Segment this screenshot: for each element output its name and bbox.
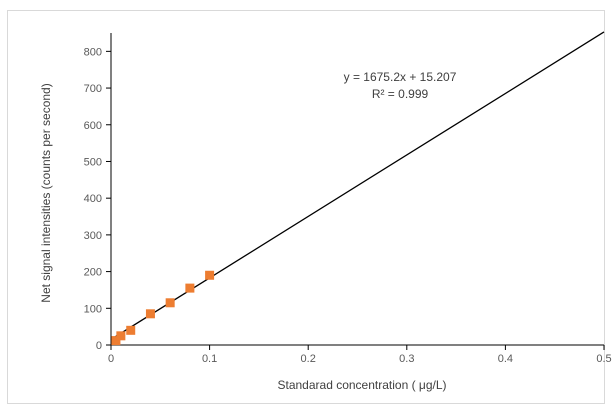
data-points	[111, 270, 215, 346]
x-tick-label: 0.5	[596, 353, 611, 365]
x-tick-label: 0.1	[202, 353, 217, 365]
y-axis-title: Net signal intensities (counts per secon…	[39, 83, 53, 302]
data-point	[165, 298, 175, 308]
data-point	[111, 336, 121, 346]
x-tick-label: 0.3	[399, 353, 414, 365]
data-point	[126, 325, 136, 335]
y-tick-label: 600	[84, 120, 102, 132]
data-point	[116, 331, 126, 341]
data-point	[205, 270, 215, 280]
data-point	[185, 283, 195, 293]
y-tick-label: 300	[84, 230, 102, 242]
y-tick-label: 800	[84, 46, 102, 58]
trendline-equation: y = 1675.2x + 15.207	[344, 70, 457, 84]
y-tick-label: 0	[96, 340, 102, 352]
x-tick-label: 0	[108, 353, 114, 365]
y-tick-label: 100	[84, 303, 102, 315]
x-tick-label: 0.4	[498, 353, 513, 365]
y-axis-ticks: 0 100 200 300 400 500 600 700 800	[84, 46, 111, 352]
x-tick-label: 0.2	[301, 353, 316, 365]
x-axis-title: Standarad concentration ( μg/L)	[277, 378, 446, 392]
chart-area	[7, 10, 605, 404]
y-tick-label: 200	[84, 267, 102, 279]
r-squared-label: R² = 0.999	[372, 87, 429, 101]
x-axis-ticks: 0 0.1 0.2 0.3 0.4 0.5	[108, 345, 612, 365]
y-tick-label: 700	[84, 83, 102, 95]
y-tick-label: 400	[84, 193, 102, 205]
y-tick-label: 500	[84, 156, 102, 168]
data-point	[145, 309, 155, 319]
